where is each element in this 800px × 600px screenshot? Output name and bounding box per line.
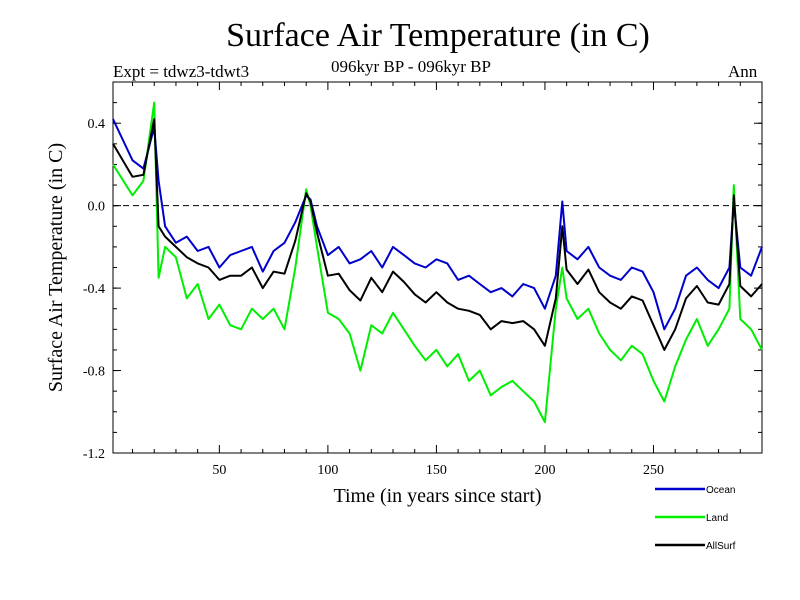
series-line-ocean — [112, 118, 763, 331]
period-label: 096kyr BP - 096kyr BP — [331, 57, 491, 76]
x-tick-label: 150 — [426, 463, 447, 478]
legend-label-ocean: Ocean — [706, 485, 735, 496]
x-axis-label: Time (in years since start) — [333, 485, 541, 507]
experiment-label: Expt = tdwz3-tdwt3 — [113, 62, 250, 81]
y-tick-label: -1.2 — [83, 447, 105, 462]
season-label: Ann — [728, 62, 758, 81]
x-tick-label: 200 — [534, 463, 555, 478]
legend-label-land: Land — [706, 513, 728, 524]
y-tick-label: -0.4 — [83, 282, 105, 297]
x-tick-label: 250 — [643, 463, 664, 478]
legend-label-allsurf: AllSurf — [706, 541, 736, 552]
x-tick-label: 50 — [212, 463, 226, 478]
y-tick-label: 0.0 — [88, 200, 106, 215]
x-tick-label: 100 — [317, 463, 338, 478]
chart-title: Surface Air Temperature (in C) — [226, 17, 650, 54]
y-tick-label: 0.4 — [88, 117, 106, 132]
series-line-allsurf — [112, 118, 763, 351]
y-axis-label: Surface Air Temperature (in C) — [45, 143, 67, 392]
y-tick-label: -0.8 — [83, 365, 105, 380]
series-line-land — [112, 101, 763, 424]
